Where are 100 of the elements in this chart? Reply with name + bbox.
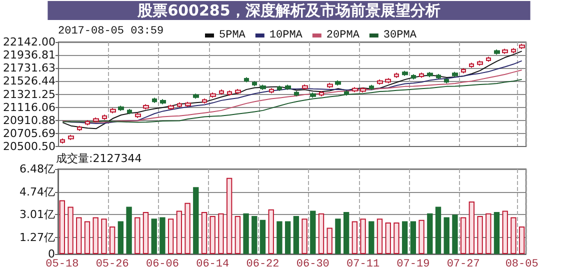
line-series xyxy=(62,78,522,123)
bar xyxy=(302,218,308,254)
candlestick xyxy=(269,88,274,94)
bar xyxy=(368,221,374,254)
candlestick xyxy=(210,92,216,98)
bar xyxy=(335,218,341,254)
candlestick xyxy=(85,120,90,126)
y-tick-label: 22142.00 xyxy=(2,36,56,48)
bar xyxy=(268,209,274,254)
bar xyxy=(134,217,140,254)
bar xyxy=(452,214,458,254)
candlestick xyxy=(177,102,182,108)
candlestick xyxy=(511,48,516,54)
candlestick xyxy=(352,86,358,93)
candlestick xyxy=(302,84,308,90)
candlestick xyxy=(102,114,107,120)
bar xyxy=(444,217,450,254)
bar xyxy=(435,206,442,254)
candlestick xyxy=(77,125,82,132)
chart-title: 股票600285，深度解析及市场前景展望分析 xyxy=(136,2,440,20)
bar xyxy=(427,213,433,254)
candlestick xyxy=(502,48,508,54)
legend-label: 5PMA xyxy=(219,30,246,42)
candlestick xyxy=(486,56,491,62)
bar xyxy=(468,202,475,254)
candlestick xyxy=(310,92,316,98)
candlestick xyxy=(385,78,391,84)
bar xyxy=(101,218,107,254)
bar xyxy=(460,217,466,254)
bar xyxy=(418,220,424,254)
candlestick xyxy=(260,84,266,90)
x-tick-label: 06-06 xyxy=(146,258,179,270)
y-tick-label: 20910.88 xyxy=(2,114,56,127)
y-tick-label: 0 xyxy=(48,248,55,260)
candlestick xyxy=(152,97,157,104)
bar xyxy=(84,221,90,254)
bar xyxy=(109,226,116,254)
bar xyxy=(326,228,332,254)
candlestick xyxy=(244,76,249,83)
bar xyxy=(402,221,408,254)
candlestick xyxy=(93,116,99,124)
x-tick-label: 08-05 xyxy=(505,258,538,270)
candlestick xyxy=(135,112,141,118)
candlestick xyxy=(193,93,199,100)
y-tick-label: 20500.50 xyxy=(2,140,56,153)
line-series xyxy=(62,50,522,130)
bar xyxy=(260,220,266,254)
x-tick-label: 05-26 xyxy=(96,258,129,270)
candlestick xyxy=(360,86,366,93)
candlestick xyxy=(344,90,349,96)
bar xyxy=(343,212,350,254)
candlestick xyxy=(335,80,341,86)
bar xyxy=(243,213,249,254)
x-tick-label: 06-14 xyxy=(196,258,230,270)
bar xyxy=(226,178,232,254)
bar xyxy=(352,221,358,254)
x-tick-label: 07-19 xyxy=(396,258,430,270)
bar xyxy=(210,216,216,254)
candlestick xyxy=(319,90,324,97)
legend-label: 20PMA xyxy=(326,30,360,42)
bar xyxy=(310,210,316,254)
bar xyxy=(234,216,241,254)
candlestick xyxy=(444,78,449,84)
candlestick xyxy=(277,85,282,92)
candlestick xyxy=(294,90,299,97)
candlestick xyxy=(202,98,207,104)
bar xyxy=(293,216,300,254)
candlestick xyxy=(436,73,441,80)
bar xyxy=(126,206,132,254)
candlestick xyxy=(427,71,433,78)
candlestick xyxy=(394,72,399,78)
candlestick xyxy=(68,134,74,140)
bar xyxy=(176,210,182,254)
y-tick-label: 21321.25 xyxy=(2,88,56,101)
candlestick xyxy=(452,71,458,78)
candlestick xyxy=(469,62,474,68)
candlestick xyxy=(127,108,132,115)
bar xyxy=(193,187,199,254)
y-tick-label: 21936.81 xyxy=(2,48,56,62)
bar xyxy=(118,221,124,254)
y-tick-label: 21731.63 xyxy=(2,62,56,75)
x-tick-label: 05-18 xyxy=(46,258,79,270)
bar xyxy=(276,221,282,254)
bar xyxy=(92,217,98,254)
candlestick xyxy=(419,72,424,78)
bar xyxy=(168,218,174,254)
candlestick xyxy=(235,88,241,95)
bar xyxy=(385,222,391,254)
bar xyxy=(510,217,516,254)
bar xyxy=(284,221,291,254)
bar xyxy=(318,213,324,254)
x-tick-label: 07-11 xyxy=(346,258,380,270)
candlestick xyxy=(494,49,500,56)
bar xyxy=(218,213,224,254)
bar xyxy=(410,221,416,254)
legend-label: 30PMA xyxy=(383,30,417,42)
x-tick-label: 07-27 xyxy=(446,258,480,270)
y-tick-label: 21526.44 xyxy=(2,74,56,88)
bar xyxy=(502,210,508,254)
bar xyxy=(201,212,208,254)
